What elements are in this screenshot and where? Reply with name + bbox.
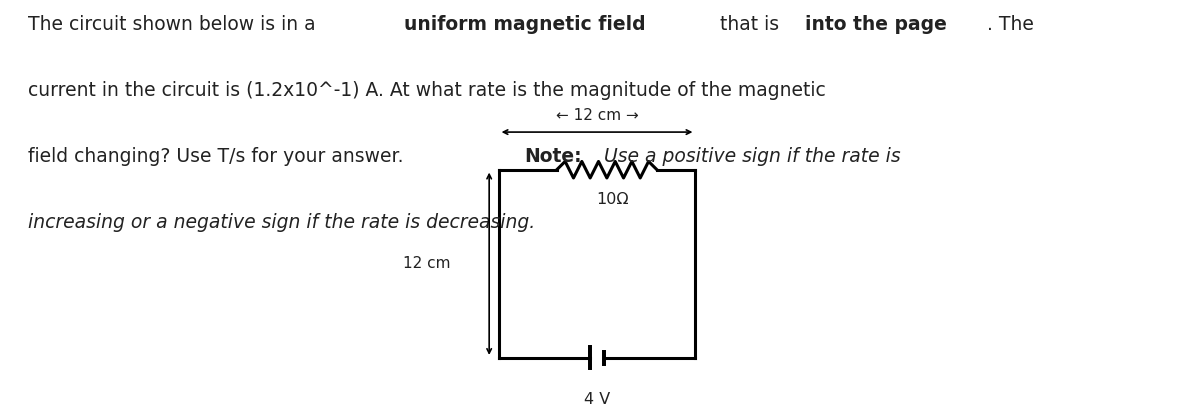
Text: into the page: into the page: [805, 16, 947, 34]
Text: 12 cm: 12 cm: [403, 256, 451, 271]
Text: Note:: Note:: [524, 147, 582, 166]
Text: The circuit shown below is in a: The circuit shown below is in a: [28, 16, 322, 34]
Text: increasing or a negative sign if the rate is decreasing.: increasing or a negative sign if the rat…: [28, 213, 535, 232]
Text: Use a positive sign if the rate is: Use a positive sign if the rate is: [599, 147, 901, 166]
Text: that is: that is: [714, 16, 785, 34]
Text: . The: . The: [986, 16, 1033, 34]
Text: ← 12 cm →: ← 12 cm →: [556, 108, 638, 123]
Text: field changing? Use T/s for your answer.: field changing? Use T/s for your answer.: [28, 147, 415, 166]
Text: 4 V: 4 V: [584, 392, 610, 407]
Text: current in the circuit is (1.2x10^-1) A. At what rate is the magnitude of the ma: current in the circuit is (1.2x10^-1) A.…: [28, 81, 826, 100]
Text: 10Ω: 10Ω: [596, 192, 629, 207]
Text: uniform magnetic field: uniform magnetic field: [404, 16, 646, 34]
